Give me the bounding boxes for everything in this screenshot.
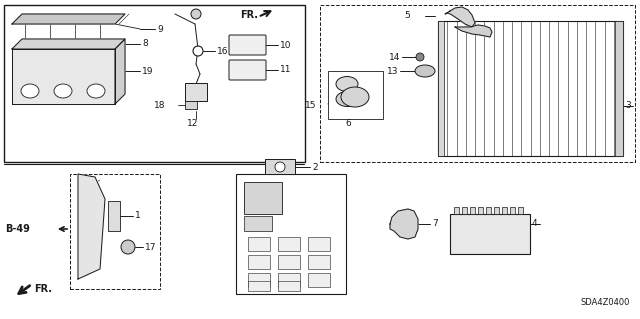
Text: B-49: B-49 [5,224,30,234]
Bar [70,174,160,289]
Text: 6: 6 [345,120,351,129]
Text: 7: 7 [432,219,438,228]
Bar [518,207,523,214]
Bar [462,207,467,214]
Bar [502,207,507,214]
Text: 11: 11 [280,65,291,75]
Text: 3: 3 [625,101,631,110]
Polygon shape [12,39,125,49]
Bar [185,83,207,101]
Bar [478,207,483,214]
Polygon shape [390,209,418,239]
Text: 9: 9 [157,25,163,33]
Bar [108,201,120,231]
Bar [248,273,270,287]
Polygon shape [455,25,492,37]
Ellipse shape [336,92,358,107]
Circle shape [275,162,285,172]
Bar [450,214,530,254]
Ellipse shape [336,77,358,92]
Bar [244,216,272,231]
Polygon shape [78,174,105,279]
Text: 1: 1 [135,211,141,220]
Circle shape [416,53,424,61]
Circle shape [191,9,201,19]
Bar [438,21,444,156]
Circle shape [121,240,135,254]
Bar [454,207,459,214]
Text: 12: 12 [188,118,198,128]
Text: FR.: FR. [240,10,258,20]
Text: 19: 19 [142,66,154,76]
Ellipse shape [21,84,39,98]
Bar [320,5,635,162]
Bar [185,101,197,109]
FancyBboxPatch shape [229,60,266,80]
Bar [438,21,623,156]
Text: A/C: A/C [242,68,252,72]
Text: 16: 16 [217,47,228,56]
Ellipse shape [54,84,72,98]
Text: 15: 15 [305,101,316,110]
Bar [4,5,305,162]
Bar [248,281,270,291]
Text: 14: 14 [388,53,400,62]
Bar [244,182,282,214]
Text: SDA4Z0400: SDA4Z0400 [580,298,630,307]
FancyBboxPatch shape [229,35,266,55]
Polygon shape [115,39,125,104]
Bar [308,237,330,251]
Bar [265,159,295,174]
Bar [486,207,491,214]
Text: 5: 5 [404,11,410,20]
Bar [494,207,499,214]
Polygon shape [12,14,125,24]
Text: 4: 4 [532,219,538,228]
Bar [308,255,330,269]
Ellipse shape [87,84,105,98]
Bar [236,174,346,294]
Polygon shape [12,49,115,104]
Bar [248,255,270,269]
Bar [278,237,300,251]
Text: 8: 8 [142,40,148,48]
Polygon shape [445,7,475,27]
Ellipse shape [415,65,435,77]
Bar [278,273,300,287]
Bar [308,273,330,287]
Text: 17: 17 [145,242,157,251]
Bar [615,21,623,156]
Ellipse shape [341,87,369,107]
Bar [278,281,300,291]
Text: 13: 13 [387,66,398,76]
Circle shape [193,46,203,56]
Text: FR.: FR. [34,284,52,294]
Text: 2: 2 [312,162,317,172]
Text: 18: 18 [154,100,165,109]
Bar [470,207,475,214]
Text: A/C: A/C [242,42,252,48]
Text: 10: 10 [280,41,291,49]
Bar [248,237,270,251]
Bar [278,255,300,269]
Bar [328,71,383,119]
Bar [510,207,515,214]
